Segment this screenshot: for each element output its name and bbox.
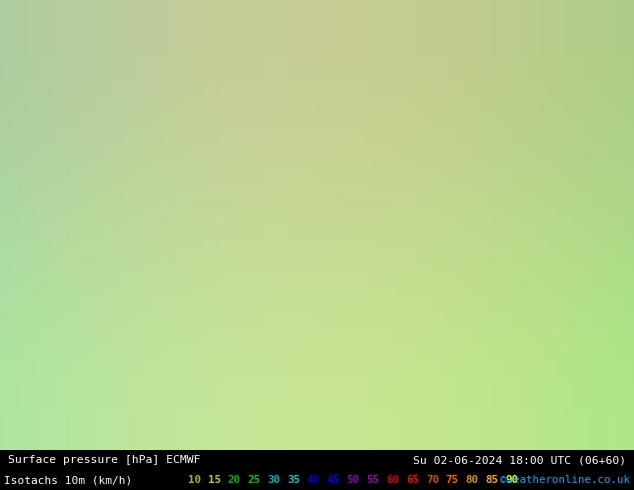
Text: 15: 15 <box>208 475 221 485</box>
Text: Isotachs 10m (km/h): Isotachs 10m (km/h) <box>4 475 133 485</box>
Text: 25: 25 <box>247 475 261 485</box>
Text: ©weatheronline.co.uk: ©weatheronline.co.uk <box>500 475 630 485</box>
Text: 85: 85 <box>486 475 498 485</box>
Text: 30: 30 <box>268 475 280 485</box>
Text: 60: 60 <box>386 475 399 485</box>
Text: 40: 40 <box>307 475 320 485</box>
Text: 35: 35 <box>287 475 300 485</box>
Text: 55: 55 <box>366 475 379 485</box>
Text: 65: 65 <box>406 475 419 485</box>
Text: Su 02-06-2024 18:00 UTC (06+60): Su 02-06-2024 18:00 UTC (06+60) <box>413 455 626 465</box>
Text: 10: 10 <box>188 475 201 485</box>
Text: 90: 90 <box>505 475 518 485</box>
Text: 70: 70 <box>426 475 439 485</box>
Text: 45: 45 <box>327 475 340 485</box>
Text: 50: 50 <box>347 475 359 485</box>
Text: Surface pressure [hPa] ECMWF: Surface pressure [hPa] ECMWF <box>8 455 200 465</box>
Text: 75: 75 <box>446 475 459 485</box>
Text: 80: 80 <box>465 475 479 485</box>
Text: 20: 20 <box>228 475 241 485</box>
